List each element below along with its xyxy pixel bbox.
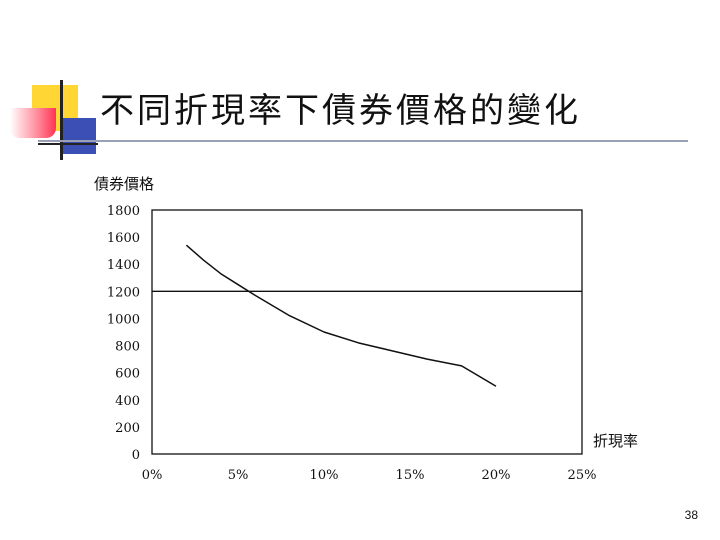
plot-area-frame	[151, 209, 583, 455]
y-tick-label: 800	[115, 340, 140, 355]
y-tick-label: 1000	[107, 312, 140, 327]
y-tick-label: 1400	[107, 258, 140, 273]
x-tick-label: 5%	[228, 468, 249, 483]
x-tick-label: 25%	[568, 468, 597, 483]
decor-red-shape	[10, 108, 56, 138]
y-tick-label: 0	[132, 448, 140, 463]
decor-vertical-bar	[60, 80, 63, 160]
x-tick-label: 15%	[396, 468, 425, 483]
y-tick-label: 200	[115, 421, 140, 436]
series-line	[185, 244, 497, 387]
x-axis-label: 折現率	[593, 432, 638, 450]
decor-horizontal-rule	[38, 140, 688, 142]
y-axis-label: 債券價格	[94, 175, 154, 193]
x-tick-label: 0%	[142, 468, 163, 483]
y-tick-label: 1200	[107, 285, 140, 300]
y-tick-label: 400	[115, 394, 140, 409]
x-tick-label: 20%	[482, 468, 511, 483]
decor-horizontal-rule-dark	[38, 143, 98, 145]
y-tick-label: 1600	[107, 231, 140, 246]
y-tick-label: 600	[115, 367, 140, 382]
page-number: 38	[684, 508, 698, 522]
x-tick-label: 10%	[310, 468, 339, 483]
slide-title: 不同折現率下債券價格的變化	[100, 91, 581, 131]
decor-blue-square	[60, 118, 96, 154]
y-tick-label: 1800	[107, 204, 140, 219]
